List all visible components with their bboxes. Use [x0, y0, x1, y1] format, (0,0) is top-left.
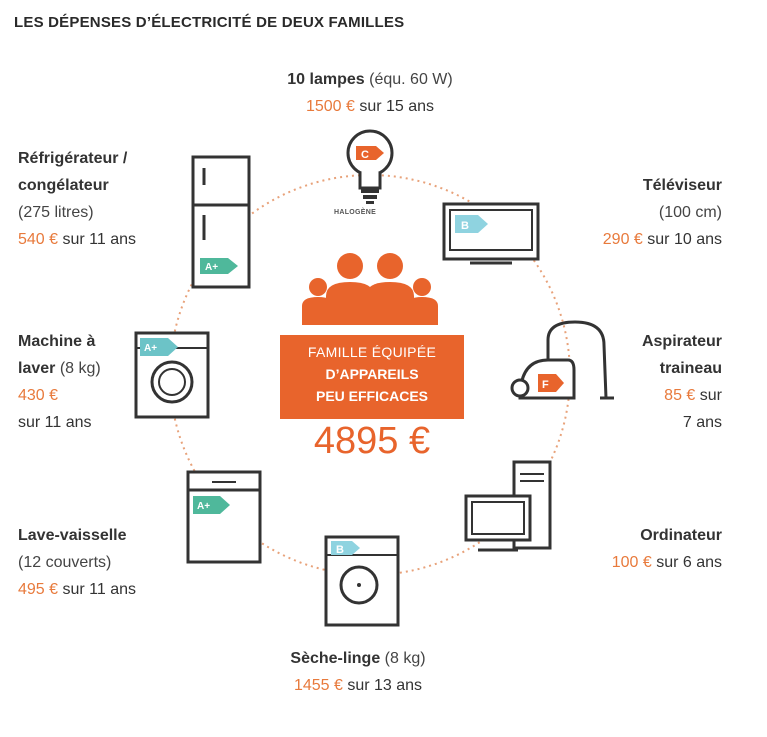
label-lampes: 10 lampes (équ. 60 W) 1500 € sur 15 ans [250, 66, 490, 120]
seche-period: sur 13 ans [347, 677, 423, 694]
frigo-cost: 540 € [18, 231, 59, 248]
tv-detail: (100 cm) [658, 204, 722, 221]
center-line-2: D’APPAREILS [325, 366, 419, 382]
center-line-1: FAMILLE ÉQUIPÉE [307, 344, 437, 360]
label-tv: Téléviseur (100 cm) 290 € sur 10 ans [552, 172, 722, 253]
center-total: 4895 € [313, 420, 431, 462]
machine-name-1: Machine à [18, 333, 96, 350]
dishwasher-energy-label: A+ [197, 501, 210, 512]
center-family-box: FAMILLE ÉQUIPÉE D’APPAREILS PEU EFFICACE… [280, 335, 464, 419]
label-refrigerateur: Réfrigérateur / congélateur (275 litres)… [18, 145, 188, 253]
bulb-energy-label: C [361, 149, 369, 161]
label-ordinateur: Ordinateur 100 € sur 6 ans [552, 522, 722, 576]
vaisselle-cost: 495 € [18, 581, 59, 598]
label-aspirateur: Aspirateur traineau 85 € sur 7 ans [582, 328, 722, 436]
tv-period: sur 10 ans [647, 231, 722, 248]
washing-machine-energy-label: A+ [144, 343, 157, 354]
center-line-3: PEU EFFICACES [315, 388, 428, 404]
aspirateur-period-1: sur [699, 387, 722, 404]
vaisselle-name: Lave-vaisselle [18, 527, 127, 544]
lampes-name: 10 lampes [287, 71, 365, 88]
aspirateur-name-2: traineau [659, 360, 722, 377]
label-seche-linge: Sèche-linge (8 kg) 1455 € sur 13 ans [238, 645, 478, 699]
computer-icon [464, 460, 552, 552]
vacuum-icon: F [510, 320, 614, 400]
aspirateur-cost: 85 € [664, 387, 696, 404]
tv-icon: B [442, 202, 540, 265]
family-icon [302, 253, 438, 325]
machine-cost: 430 € [18, 387, 59, 404]
ordinateur-period: sur 6 ans [656, 554, 722, 571]
washing-machine-icon: A+ [134, 331, 210, 419]
lampes-cost: 1500 € [305, 98, 355, 115]
frigo-name-1: Réfrigérateur / [18, 150, 128, 167]
fridge-energy-label: A+ [205, 262, 218, 273]
label-lave-vaisselle: Lave-vaisselle (12 couverts) 495 € sur 1… [18, 522, 188, 603]
aspirateur-name-1: Aspirateur [641, 333, 722, 350]
machine-detail: (8 kg) [59, 360, 101, 377]
machine-period: sur 11 ans [18, 414, 92, 431]
frigo-detail: (275 litres) [18, 204, 94, 221]
dryer-icon: B [324, 535, 400, 627]
dishwasher-icon: A+ [186, 470, 262, 564]
seche-cost: 1455 € [293, 677, 343, 694]
ordinateur-cost: 100 € [611, 554, 652, 571]
diagram-title: LES DÉPENSES D’ÉLECTRICITÉ DE DEUX FAMIL… [14, 14, 405, 31]
seche-detail: (8 kg) [384, 650, 426, 667]
frigo-name-2: congélateur [18, 177, 109, 194]
vaisselle-period: sur 11 ans [62, 581, 137, 598]
ordinateur-name: Ordinateur [640, 527, 722, 544]
frigo-period: sur 11 ans [62, 231, 137, 248]
vacuum-energy-label: F [542, 379, 549, 391]
tv-name: Téléviseur [642, 177, 722, 194]
dryer-energy-label: B [336, 544, 344, 556]
halogen-label: HALOGÈNE [334, 209, 377, 216]
tv-cost: 290 € [602, 231, 643, 248]
seche-name: Sèche-linge [290, 650, 381, 667]
fridge-icon: A+ [191, 155, 251, 289]
vaisselle-detail: (12 couverts) [18, 554, 112, 571]
machine-name-2: laver [18, 360, 56, 377]
lampes-period: sur 15 ans [359, 98, 435, 115]
tv-energy-label: B [461, 220, 469, 232]
bulb-icon: C [346, 129, 394, 204]
label-machine-a-laver: Machine à laver (8 kg) 430 € sur 11 ans [18, 328, 138, 436]
lampes-detail: (équ. 60 W) [369, 71, 453, 88]
aspirateur-period-2: 7 ans [682, 414, 722, 431]
